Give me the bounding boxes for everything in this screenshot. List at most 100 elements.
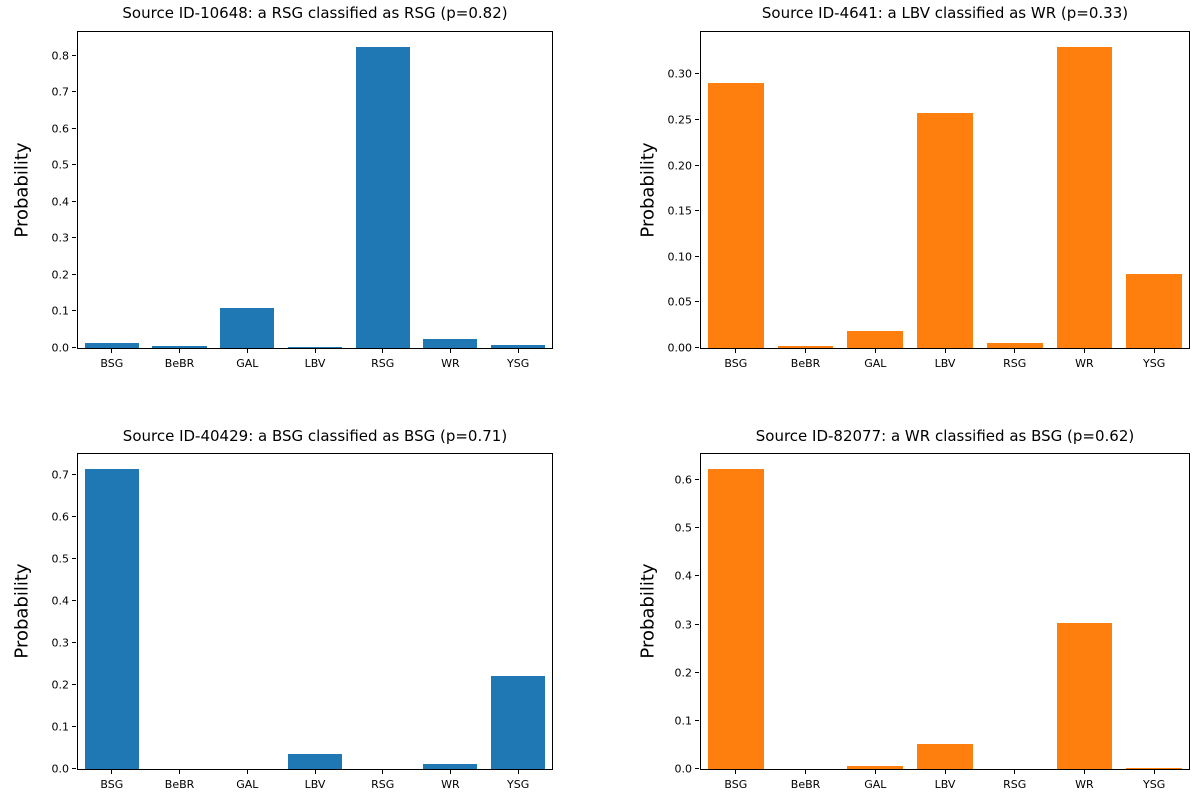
bar-LBV [917,743,973,769]
y-tick-label: 0.4 [51,594,70,608]
y-tick-label: 0.20 [667,159,693,173]
y-tick-label: 0.6 [51,122,70,136]
x-tick-mark [874,770,876,774]
bar-YSG [1126,767,1183,769]
y-tick-label: 0.6 [674,473,693,487]
bar-WR [1056,47,1113,348]
y-tick-label: 0.1 [51,304,70,318]
y-tick-mark [695,119,699,120]
plot-area: 0.00 0.05 0.10 0.15 0.20 0.25 0.30 BSG BeBR GAL LB… [668,31,1190,370]
bar-BSG [84,342,139,348]
y-tick-mark [72,768,76,769]
y-tick-mark [72,599,76,601]
chart-title: Source ID-10648: a RSG classified as RSG… [122,4,508,22]
x-tick-label: YSG [507,778,530,791]
x-tick-label: LBV [304,778,326,791]
y-tick-label: 0.4 [674,569,693,583]
x-tick-label: YSG [1143,778,1166,791]
x-tick-mark [874,349,876,353]
bar-GAL [220,307,275,348]
y-tick-mark [72,127,76,129]
y-tick-mark [695,479,699,480]
x-tick-mark [805,770,807,774]
y-tick-label: 0.7 [51,85,70,99]
subplot-top-right: Source ID-4641: a LBV classified as WR (… [600,0,1200,404]
y-tick-label: 0.10 [667,250,693,264]
x-tick-label: RSG [371,357,395,370]
y-tick-label: 0.8 [51,49,70,63]
x-tick-mark [246,349,248,353]
y-axis-label: Probability [11,142,33,238]
x-tick-mark [1014,770,1016,774]
x-tick-mark [314,770,316,774]
x-tick-label: BSG [100,778,124,791]
x-tick-label: RSG [371,778,395,791]
y-tick-mark [695,347,699,348]
x-tick-mark [246,770,248,774]
y-tick-mark [695,527,699,529]
chart-title: Source ID-82077: a WR classified as BSG … [755,427,1135,445]
chart-title: Source ID-40429: a BSG classified as BSG… [122,427,508,445]
x-tick-label: GAL [236,357,259,370]
x-tick-mark [314,349,316,353]
y-tick-mark [72,641,76,643]
bar-WR [423,763,478,769]
y-axis-label: Probability [11,563,33,659]
x-tick-mark [382,349,384,353]
y-tick-label: 0.6 [51,510,70,524]
bar-YSG [1126,274,1183,348]
subplot-bottom-right: Source ID-82077: a WR classified as BSG … [600,405,1200,809]
x-tick-mark [517,349,519,353]
y-tick-mark [72,725,76,727]
y-tick-label: 0.15 [667,204,693,218]
y-tick-label: 0.2 [674,666,693,680]
y-tick-mark [72,237,76,239]
x-tick-label: LBV [934,778,956,791]
y-tick-mark [695,575,699,577]
y-tick-label: 0.7 [51,468,70,482]
x-tick-label: YSG [1143,357,1166,370]
bar-BSG [707,468,764,769]
y-axis-label: Probability [637,563,659,659]
x-tick-mark [1083,770,1085,774]
x-tick-label: BeBR [790,357,821,370]
plot-area: 0.0 0.1 0.2 0.3 0.4 0.5 0.6 BSG BeBR GAL LBV RSG WR Y… [675,453,1190,791]
y-tick-label: 0.3 [51,231,70,245]
y-tick-label: 0.1 [51,720,70,734]
x-tick-mark [1083,349,1085,353]
x-tick-mark [735,349,737,353]
y-tick-mark [695,623,699,625]
bar-YSG [491,345,546,348]
y-tick-mark [72,557,76,559]
x-tick-label: BSG [724,778,748,791]
y-tick-label: 0.30 [667,67,693,81]
x-tick-label: GAL [864,778,887,791]
bar-LBV [917,112,973,348]
y-tick-label: 0.1 [674,714,693,728]
bar-RSG [355,46,410,348]
x-tick-mark [944,349,946,353]
subplot-top-left: Source ID-10648: a RSG classified as RSG… [0,0,600,404]
y-tick-mark [72,54,76,56]
x-tick-label: RSG [1003,357,1027,370]
y-tick-mark [695,301,699,303]
x-tick-label: GAL [864,357,887,370]
x-tick-mark [1153,770,1155,774]
x-tick-mark [1014,349,1016,353]
y-tick-label: 0.4 [51,195,70,209]
bar-LBV [287,753,343,769]
x-tick-label: BeBR [790,778,821,791]
y-tick-label: 0.5 [51,552,70,566]
subplot-bottom-left: Source ID-40429: a BSG classified as BSG… [0,405,600,809]
bar-BeBR [777,346,834,348]
y-tick-mark [695,671,699,673]
y-tick-mark [695,768,699,769]
y-tick-label: 0.2 [51,678,70,692]
x-tick-label: YSG [507,357,530,370]
y-tick-label: 0.05 [667,295,693,309]
x-tick-mark [517,770,519,774]
y-tick-label: 0.5 [51,158,70,172]
bar-YSG [491,675,546,769]
y-tick-mark [72,273,76,275]
